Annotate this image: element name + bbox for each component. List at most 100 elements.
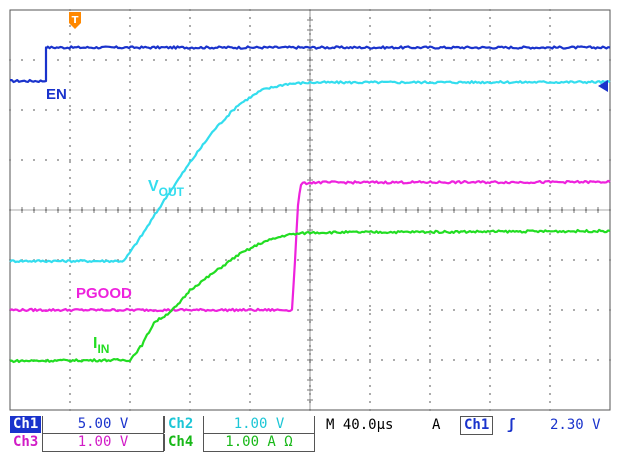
grid-dot	[201, 259, 203, 261]
grid-dot	[129, 161, 131, 163]
grid-dot	[249, 145, 251, 147]
grid-dot	[489, 329, 491, 331]
grid-dot	[393, 109, 395, 111]
grid-dot	[189, 185, 191, 187]
grid-dot	[129, 81, 131, 83]
grid-dot	[129, 361, 131, 363]
grid-dot	[429, 361, 431, 363]
grid-dot	[45, 259, 47, 261]
grid-dot	[369, 309, 371, 311]
ch3-badge[interactable]: Ch3	[13, 434, 39, 450]
grid-dot	[129, 217, 131, 219]
grid-dot	[369, 345, 371, 347]
grid-dot	[177, 359, 179, 361]
ch2-badge[interactable]: Ch2	[164, 416, 196, 433]
grid-dot	[369, 385, 371, 387]
ch4-badge[interactable]: Ch4	[164, 434, 196, 451]
grid-dot	[453, 59, 455, 61]
grid-dot	[129, 137, 131, 139]
grid-dot	[129, 201, 131, 203]
grid-dot	[69, 33, 71, 35]
grid-dot	[549, 65, 551, 67]
grid-dot	[537, 309, 539, 311]
grid-dot	[453, 259, 455, 261]
grid-dot	[249, 137, 251, 139]
grid-dot	[273, 259, 275, 261]
grid-dot	[189, 89, 191, 91]
ch4-scale: 1.00 A Ω	[203, 434, 315, 452]
grid-dot	[609, 359, 611, 361]
grid-dot	[213, 359, 215, 361]
grid-dot	[549, 385, 551, 387]
grid-dot	[381, 309, 383, 311]
grid-dot	[549, 273, 551, 275]
grid-dot	[489, 401, 491, 403]
grid-dot	[489, 41, 491, 43]
grid-dot	[321, 109, 323, 111]
grid-dot	[201, 109, 203, 111]
grid-dot	[249, 337, 251, 339]
grid-dot	[393, 259, 395, 261]
grid-dot	[189, 33, 191, 35]
grid-dot	[69, 241, 71, 243]
grid-dot	[189, 193, 191, 195]
grid-dot	[129, 369, 131, 371]
grid-dot	[429, 217, 431, 219]
grid-dot	[261, 59, 263, 61]
grid-dot	[549, 113, 551, 115]
grid-dot	[561, 159, 563, 161]
grid-dot	[69, 57, 71, 59]
grid-dot	[525, 259, 527, 261]
grid-dot	[525, 359, 527, 361]
grid-dot	[489, 281, 491, 283]
grid-dot	[213, 259, 215, 261]
grid-dot	[177, 159, 179, 161]
grid-dot	[21, 159, 23, 161]
grid-dot	[501, 309, 503, 311]
grid-dot	[369, 337, 371, 339]
grid-dot	[249, 159, 251, 161]
grid-dot	[249, 305, 251, 307]
grid-dot	[141, 259, 143, 261]
grid-dot	[81, 109, 83, 111]
grid-dot	[429, 193, 431, 195]
grid-dot	[321, 159, 323, 161]
grid-dot	[465, 59, 467, 61]
grid-dot	[369, 401, 371, 403]
grid-dot	[561, 59, 563, 61]
grid-dot	[45, 109, 47, 111]
grid-dot	[489, 359, 491, 361]
grid-dot	[549, 57, 551, 59]
grid-dot	[489, 321, 491, 323]
grid-dot	[249, 257, 251, 259]
ch3-scale: 1.00 V	[42, 434, 164, 452]
grid-dot	[249, 153, 251, 155]
grid-dot	[489, 337, 491, 339]
grid-dot	[501, 59, 503, 61]
trigger-source[interactable]: Ch1	[460, 416, 494, 435]
grid-dot	[249, 65, 251, 67]
grid-dot	[549, 321, 551, 323]
grid-dot	[405, 159, 407, 161]
grid-dot	[129, 109, 131, 111]
grid-dot	[489, 105, 491, 107]
grid-dot	[549, 369, 551, 371]
ch1-badge[interactable]: Ch1	[10, 416, 42, 433]
grid-dot	[117, 59, 119, 61]
grid-dot	[153, 359, 155, 361]
grid-dot	[549, 89, 551, 91]
grid-dot	[129, 273, 131, 275]
grid-dot	[369, 273, 371, 275]
grid-dot	[237, 359, 239, 361]
grid-dot	[597, 109, 599, 111]
grid-dot	[609, 309, 611, 311]
grid-dot	[549, 25, 551, 27]
trigger-position-marker: T	[69, 12, 81, 29]
grid-dot	[489, 89, 491, 91]
grid-dot	[189, 337, 191, 339]
grid-dot	[549, 97, 551, 99]
grid-dot	[321, 259, 323, 261]
grid-dot	[525, 59, 527, 61]
grid-dot	[429, 273, 431, 275]
grid-dot	[285, 109, 287, 111]
